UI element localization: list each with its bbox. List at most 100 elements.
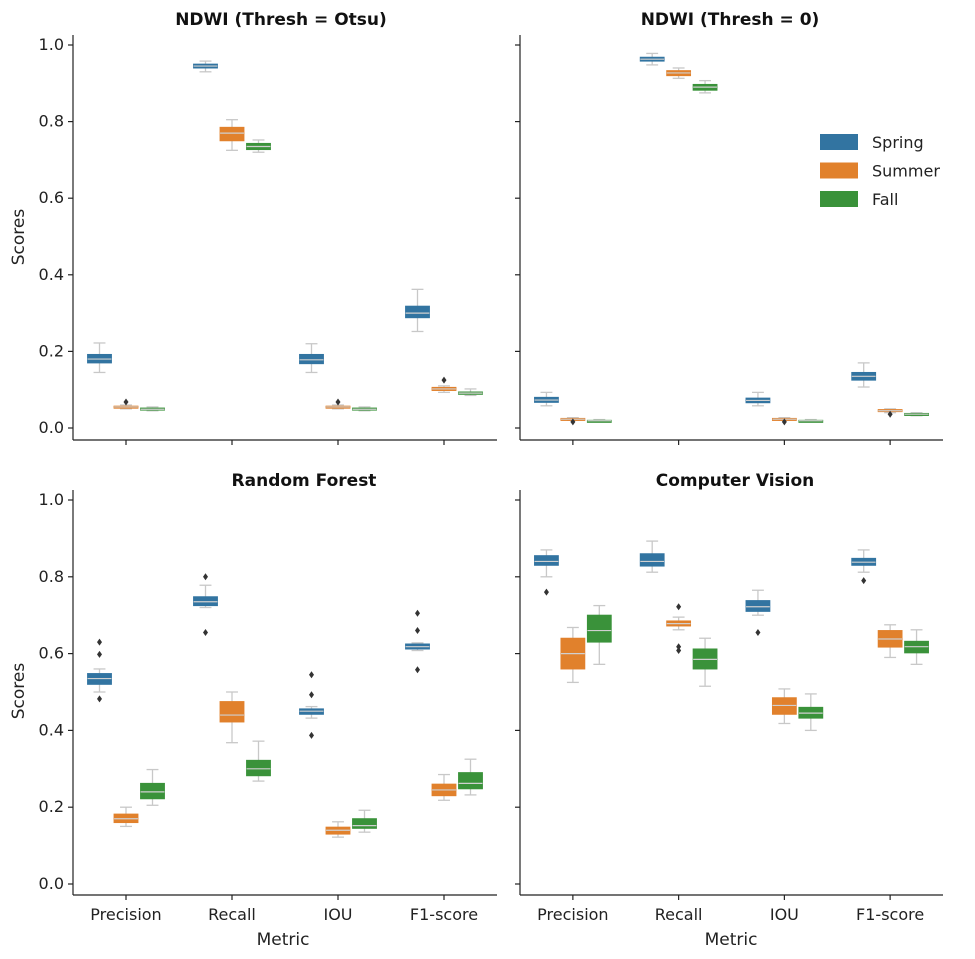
panel-random-forest: Random Forest Scores Metric 0.0 0.2 0.4 0.6… (9, 471, 497, 950)
box-flier (887, 410, 893, 418)
box-body (140, 782, 165, 800)
box-flier (415, 627, 420, 635)
y-tick-label: 0.6 (39, 644, 64, 663)
box-flier (676, 647, 682, 655)
box-fall (904, 412, 929, 417)
box-spring (87, 638, 112, 703)
box-spring (745, 391, 771, 407)
box-spring (745, 589, 771, 636)
box-body (745, 600, 771, 612)
box-flier (415, 609, 420, 617)
y-tick-label: 0.4 (39, 720, 64, 739)
box-summer (431, 376, 457, 394)
box-flier (309, 691, 314, 699)
y-tick-label: 0.4 (39, 265, 64, 284)
box-body (534, 555, 559, 566)
box-body (458, 772, 483, 790)
panel-title: Random Forest (232, 471, 377, 491)
y-tick-label: 0.2 (39, 797, 64, 816)
legend-label: Summer (872, 162, 940, 181)
box-flier (755, 628, 761, 636)
box-spring (87, 342, 112, 374)
panel-ndwi-otsu: NDWI (Thresh = Otsu) Scores 0.0 0.2 0.4 0.6… (9, 10, 497, 445)
box-fall (798, 418, 824, 423)
x-tick-label: F1-score (856, 905, 924, 924)
box-fall (140, 406, 165, 412)
box-summer (431, 773, 457, 801)
box-fall (798, 693, 824, 732)
box-flier (97, 650, 102, 658)
box-flier (543, 588, 549, 596)
box-summer (666, 67, 692, 79)
x-tick-label: IOU (770, 905, 799, 924)
box-spring (851, 362, 877, 388)
box-fall (458, 758, 483, 796)
box-summer (560, 417, 586, 426)
panel-title: NDWI (Thresh = Otsu) (175, 10, 387, 30)
box-flier (335, 398, 341, 406)
box-flier (415, 666, 420, 674)
y-axis-label: Scores (9, 663, 29, 720)
y-tick-label: 0.0 (39, 874, 64, 893)
panel-ndwi-zero: NDWI (Thresh = 0) Spring Summer Fall (515, 10, 943, 445)
box-spring (534, 391, 559, 407)
box-flier (570, 418, 576, 426)
box-fall (692, 637, 718, 687)
box-flier (781, 418, 787, 426)
box-fall (586, 418, 612, 423)
box-body (352, 818, 377, 829)
legend-label: Fall (872, 190, 898, 209)
box-flier (97, 638, 102, 646)
box-summer (219, 691, 245, 744)
box-fall (904, 629, 929, 666)
box-fall (586, 604, 612, 666)
box-spring (534, 549, 559, 596)
x-tick-label: F1-score (410, 905, 478, 924)
box-fall (246, 740, 271, 782)
box-fall (246, 139, 271, 153)
x-tick-label: Precision (90, 905, 161, 924)
x-tick-label: IOU (323, 905, 352, 924)
box-spring (405, 288, 430, 333)
box-body (586, 614, 612, 643)
box-flier (203, 573, 208, 581)
box-body (299, 353, 324, 365)
box-spring (299, 343, 324, 374)
box-fall (352, 809, 377, 833)
x-tick-label: Recall (208, 905, 256, 924)
box-body (219, 701, 245, 723)
panel-title: NDWI (Thresh = 0) (641, 10, 820, 30)
y-tick-label: 0.2 (39, 341, 64, 360)
box-flier (203, 628, 208, 636)
y-tick-label: 0.6 (39, 188, 64, 207)
box-summer (771, 417, 797, 426)
box-flier (97, 695, 102, 703)
box-fall (692, 79, 718, 94)
y-tick-label: 0.8 (39, 567, 64, 586)
box-body (639, 553, 665, 567)
legend-swatch-spring (820, 134, 858, 150)
box-body (219, 126, 245, 142)
box-fall (458, 388, 483, 397)
box-fall (352, 406, 377, 412)
box-spring (639, 540, 665, 573)
x-axis-label: Metric (257, 930, 310, 950)
legend-swatch-fall (820, 191, 858, 207)
box-summer (771, 688, 797, 725)
box-flier (123, 398, 129, 406)
box-spring (851, 549, 877, 585)
box-summer (560, 626, 586, 684)
box-summer (666, 603, 692, 655)
box-spring (405, 609, 430, 674)
box-spring (299, 671, 324, 739)
box-flier (309, 731, 314, 739)
box-summer (325, 398, 351, 410)
panel-computer-vision: Computer Vision Metric Precision Recall IO… (515, 471, 943, 950)
box-spring (193, 573, 218, 636)
box-flier (309, 671, 314, 679)
y-axis-label: Scores (9, 209, 29, 266)
box-spring (193, 60, 218, 73)
box-flier (676, 603, 682, 611)
box-flier (441, 376, 447, 384)
